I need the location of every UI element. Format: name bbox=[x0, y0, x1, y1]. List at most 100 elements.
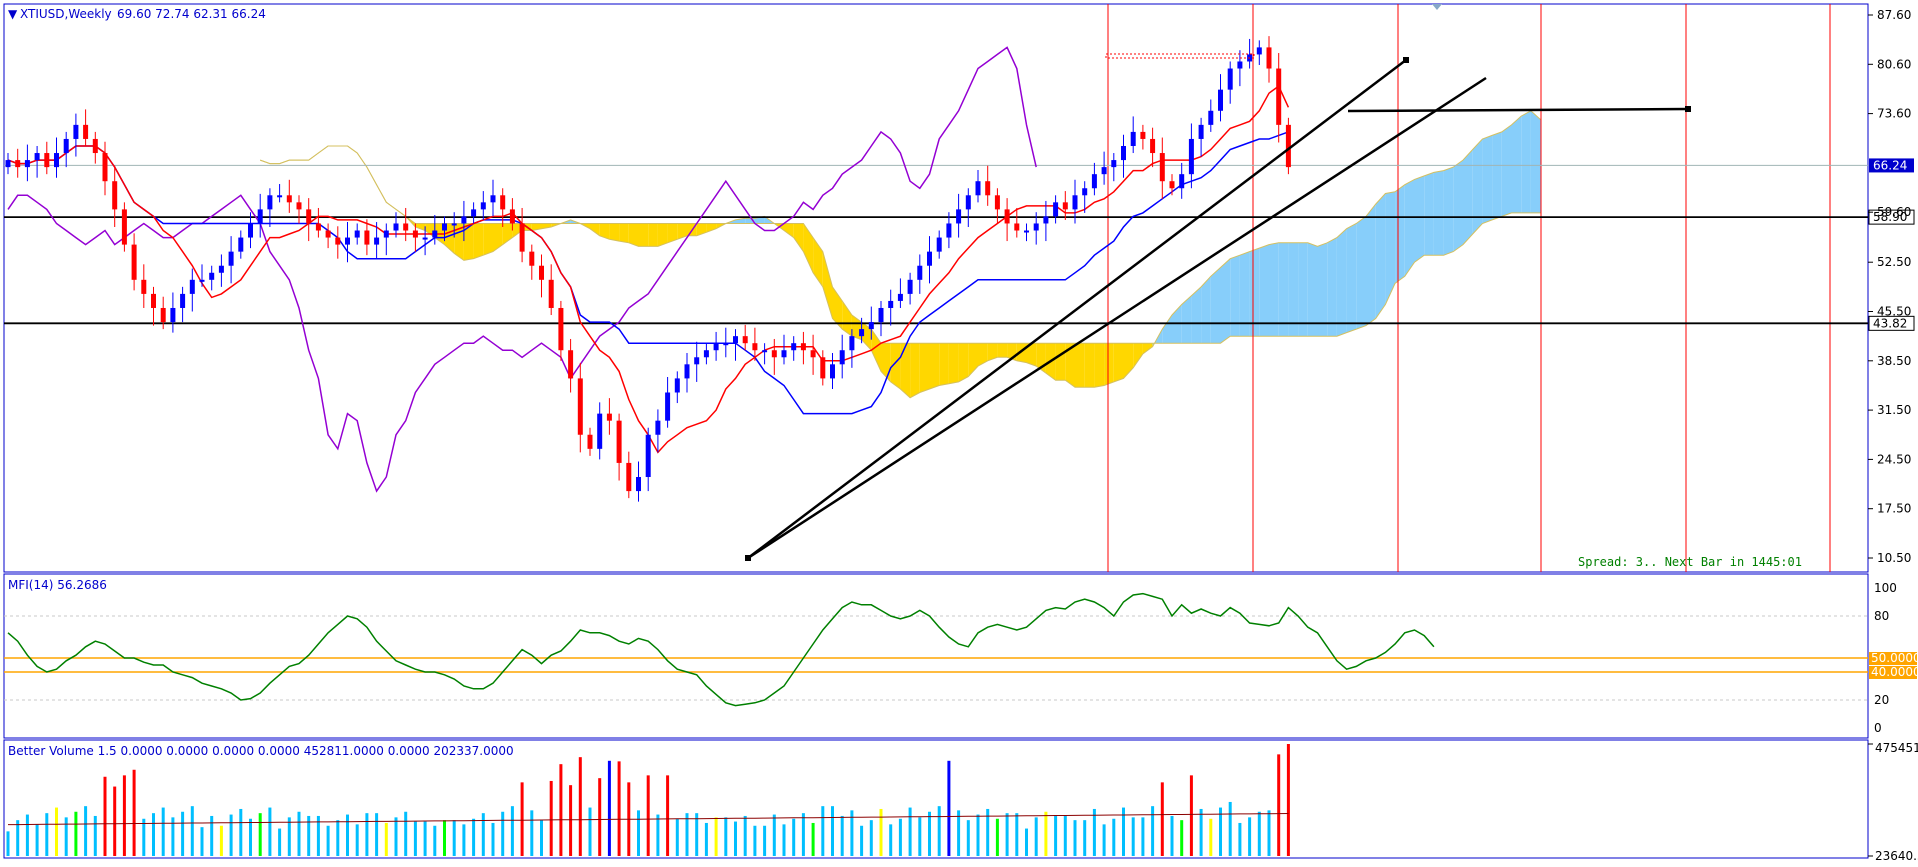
candle-bull[interactable] bbox=[180, 293, 186, 308]
volume-bar[interactable] bbox=[1034, 817, 1038, 856]
candle-bull[interactable] bbox=[228, 251, 234, 266]
candle-bull[interactable] bbox=[1091, 174, 1097, 189]
volume-bar[interactable] bbox=[452, 820, 456, 856]
volume-bar[interactable] bbox=[346, 814, 349, 856]
volume-bar[interactable] bbox=[811, 822, 815, 856]
candle-bear[interactable] bbox=[509, 209, 515, 224]
volume-bar[interactable] bbox=[889, 824, 893, 856]
candle-bull[interactable] bbox=[218, 265, 224, 273]
candle-bull[interactable] bbox=[1121, 145, 1126, 161]
volume-bar[interactable] bbox=[462, 824, 466, 856]
candle-bull[interactable] bbox=[781, 350, 787, 358]
candle-bull[interactable] bbox=[73, 124, 79, 139]
volume-bar[interactable] bbox=[25, 814, 29, 856]
candle-bear[interactable] bbox=[742, 336, 748, 344]
volume-bar[interactable] bbox=[35, 824, 39, 856]
volume-bar[interactable] bbox=[637, 810, 640, 856]
candle-bull[interactable] bbox=[665, 392, 671, 421]
trendline-upper[interactable] bbox=[747, 59, 1407, 559]
candle-bear[interactable] bbox=[558, 307, 564, 351]
volume-bar[interactable] bbox=[607, 760, 611, 856]
candle-bear[interactable] bbox=[810, 350, 816, 358]
candle-bear[interactable] bbox=[616, 420, 622, 463]
candle-bull[interactable] bbox=[975, 181, 981, 196]
volume-bar[interactable] bbox=[491, 822, 495, 856]
volume-bar[interactable] bbox=[103, 776, 107, 856]
candle-bull[interactable] bbox=[859, 329, 865, 337]
volume-bar[interactable] bbox=[753, 825, 757, 856]
volume-bar[interactable] bbox=[559, 764, 563, 856]
candle-bear[interactable] bbox=[587, 434, 593, 449]
candle-bull[interactable] bbox=[24, 160, 30, 168]
candle-bear[interactable] bbox=[92, 138, 98, 154]
candle-bear[interactable] bbox=[1004, 209, 1010, 224]
volume-bar[interactable] bbox=[287, 817, 291, 856]
candle-bear[interactable] bbox=[403, 223, 409, 231]
candle-bear[interactable] bbox=[752, 343, 758, 351]
volume-bar[interactable] bbox=[316, 815, 320, 856]
candle-bull[interactable] bbox=[897, 293, 903, 301]
candle-bull[interactable] bbox=[636, 477, 641, 492]
volume-bar[interactable] bbox=[239, 808, 243, 856]
volume-bar[interactable] bbox=[1189, 775, 1193, 856]
volume-bar[interactable] bbox=[578, 757, 582, 856]
candle-bull[interactable] bbox=[674, 378, 680, 393]
volume-bar[interactable] bbox=[161, 807, 165, 856]
volume-bar[interactable] bbox=[918, 817, 922, 856]
candle-bull[interactable] bbox=[267, 195, 273, 210]
candle-bull[interactable] bbox=[257, 209, 263, 224]
volume-bar[interactable] bbox=[986, 808, 990, 856]
candle-bear[interactable] bbox=[335, 237, 341, 245]
volume-bar[interactable] bbox=[1228, 801, 1232, 856]
volume-bar[interactable] bbox=[908, 807, 912, 856]
volume-bar[interactable] bbox=[840, 815, 844, 856]
volume-bar[interactable] bbox=[598, 778, 602, 856]
candle-bear[interactable] bbox=[626, 462, 632, 492]
candle-bull[interactable] bbox=[277, 195, 283, 198]
volume-bar[interactable] bbox=[947, 760, 951, 856]
volume-bar[interactable] bbox=[937, 806, 941, 856]
candle-bear[interactable] bbox=[315, 223, 321, 231]
candle-bull[interactable] bbox=[248, 223, 253, 238]
candle-bull[interactable] bbox=[461, 216, 467, 224]
candle-bull[interactable] bbox=[888, 300, 894, 308]
volume-bar[interactable] bbox=[1044, 811, 1048, 856]
volume-bar[interactable] bbox=[1141, 817, 1145, 856]
volume-bar[interactable] bbox=[384, 822, 388, 856]
volume-bar[interactable] bbox=[1102, 824, 1106, 856]
candle-bull[interactable] bbox=[1237, 61, 1243, 69]
candle-bull[interactable] bbox=[170, 307, 176, 323]
candle-bull[interactable] bbox=[1043, 216, 1049, 224]
volume-bar[interactable] bbox=[821, 806, 825, 856]
candle-bear[interactable] bbox=[160, 307, 166, 323]
volume-bar[interactable] bbox=[520, 782, 524, 856]
volume-bar[interactable] bbox=[1083, 820, 1087, 856]
candle-bear[interactable] bbox=[519, 223, 525, 252]
candle-bear[interactable] bbox=[44, 153, 50, 168]
volume-bar[interactable] bbox=[714, 817, 718, 856]
volume-bar[interactable] bbox=[501, 811, 505, 856]
candle-bull[interactable] bbox=[471, 209, 477, 217]
volume-bar[interactable] bbox=[831, 806, 834, 856]
candle-bull[interactable] bbox=[703, 350, 709, 358]
volume-bar[interactable] bbox=[860, 825, 864, 856]
candle-bear[interactable] bbox=[771, 350, 777, 358]
candle-bull[interactable] bbox=[684, 364, 690, 379]
volume-bar[interactable] bbox=[472, 818, 476, 856]
candle-bull[interactable] bbox=[849, 336, 855, 351]
candle-bear[interactable] bbox=[112, 181, 118, 210]
volume-bar[interactable] bbox=[549, 780, 553, 856]
candle-bear[interactable] bbox=[325, 230, 331, 238]
candle-bear[interactable] bbox=[1159, 153, 1165, 182]
volume-bar[interactable] bbox=[132, 769, 136, 856]
volume-bar[interactable] bbox=[142, 818, 146, 856]
volume-bar[interactable] bbox=[443, 820, 446, 856]
volume-bar[interactable] bbox=[1219, 807, 1222, 856]
trendline-top-anchor[interactable] bbox=[1403, 57, 1409, 63]
collapse-arrow-icon[interactable]: ▼ bbox=[8, 7, 18, 21]
volume-bar[interactable] bbox=[772, 814, 776, 856]
candle-bull[interactable] bbox=[655, 420, 661, 435]
candle-bull[interactable] bbox=[1072, 195, 1078, 210]
volume-bar[interactable] bbox=[297, 811, 301, 856]
volume-bar[interactable] bbox=[45, 813, 49, 856]
